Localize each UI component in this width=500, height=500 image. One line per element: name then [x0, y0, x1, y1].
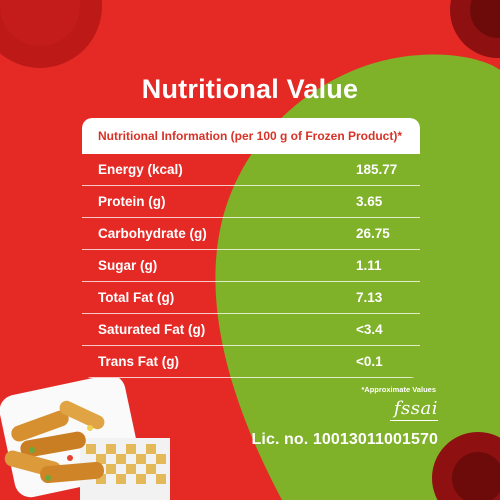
food-image	[0, 378, 170, 500]
food-sticks	[4, 400, 105, 484]
fssai-underline	[390, 420, 438, 421]
nutrient-value: 3.65	[356, 194, 383, 209]
table-row: Trans Fat (g) <0.1	[82, 346, 420, 378]
nutrient-value: <3.4	[356, 322, 383, 337]
page-title: Nutritional Value	[141, 74, 359, 104]
nutrient-label: Total Fat (g)	[98, 290, 175, 305]
table-row: Carbohydrate (g) 26.75	[82, 218, 420, 250]
corner-decoration-top-left-inner	[0, 0, 80, 46]
license-number: Lic. no. 10013011001570	[251, 431, 438, 448]
nutrient-value: 1.11	[356, 258, 382, 273]
fssai-logo: fssai	[393, 398, 438, 419]
table-row: Total Fat (g) 7.13	[82, 282, 420, 314]
footnote: *Approximate Values	[361, 385, 436, 394]
green-wave-shape	[215, 54, 500, 500]
nutrient-value: 7.13	[356, 290, 383, 305]
nutrient-label: Sugar (g)	[98, 258, 158, 273]
nutrition-table: Nutritional Information (per 100 g of Fr…	[82, 118, 420, 378]
nutrient-label: Saturated Fat (g)	[98, 322, 206, 337]
table-row: Energy (kcal) 185.77	[82, 154, 420, 186]
table-header: Nutritional Information (per 100 g of Fr…	[82, 118, 420, 154]
table-rows: Energy (kcal) 185.77 Protein (g) 3.65 Carboh…	[82, 154, 420, 378]
table-row: Saturated Fat (g) <3.4	[82, 314, 420, 346]
corner-decoration-top-right-inner	[470, 0, 500, 38]
table-row: Sugar (g) 1.11	[82, 250, 420, 282]
table-row: Protein (g) 3.65	[82, 186, 420, 218]
nutrient-label: Carbohydrate (g)	[98, 226, 207, 241]
nutrient-value: 185.77	[356, 162, 398, 177]
nutrient-label: Trans Fat (g)	[98, 354, 180, 369]
nutrient-label: Protein (g)	[98, 194, 166, 209]
nutrient-value: <0.1	[356, 354, 383, 369]
corner-decoration-bottom-right-inner	[452, 452, 500, 500]
nutrient-label: Energy (kcal)	[98, 162, 183, 177]
nutrient-value: 26.75	[356, 226, 390, 241]
